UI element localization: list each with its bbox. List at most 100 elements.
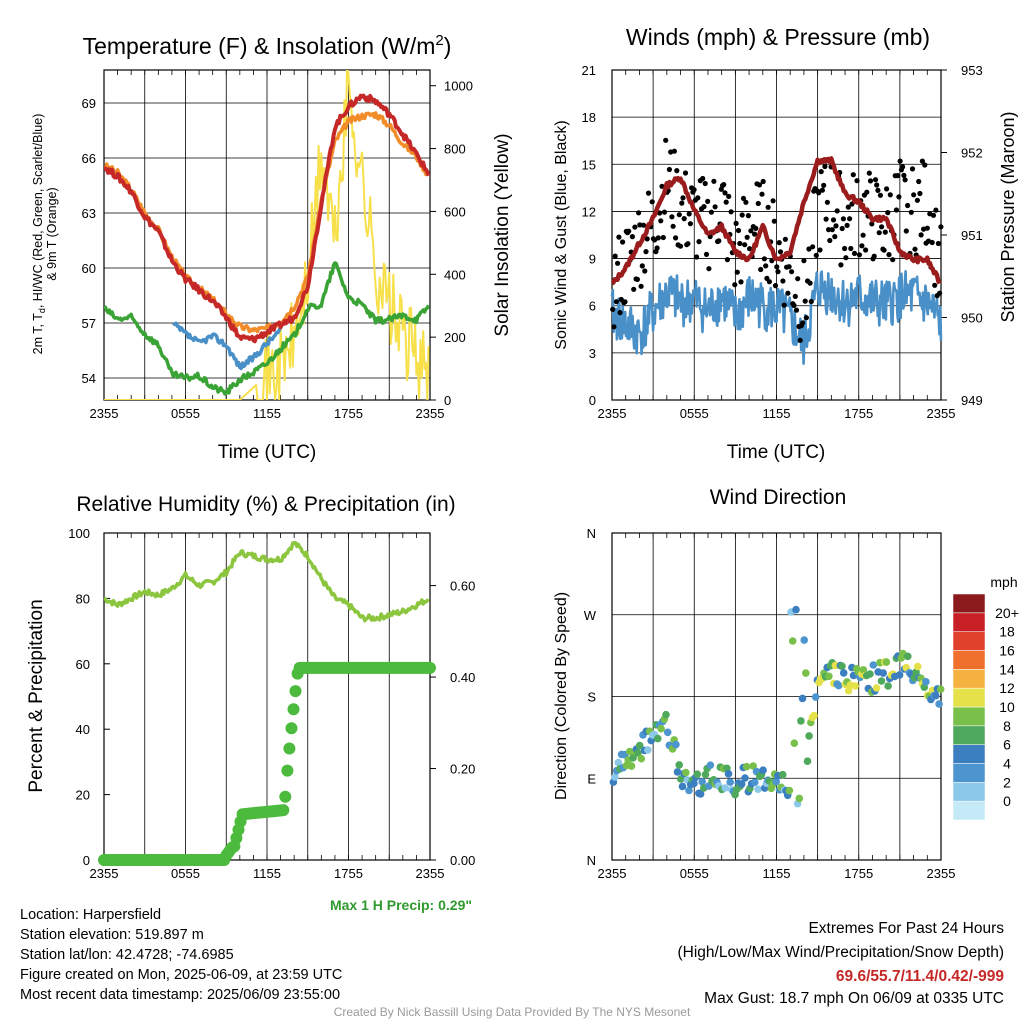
gust-dot: [895, 173, 901, 179]
temp-xtick-label: 2355: [90, 406, 119, 421]
gust-dot: [850, 172, 856, 178]
colorbar-label: 2: [1003, 774, 1011, 790]
colorbar-label: 6: [1003, 737, 1011, 753]
temp-xtick-label: 1755: [334, 406, 363, 421]
gust-dot: [823, 216, 829, 222]
direction-dot: [838, 662, 846, 670]
temp-xtick-label: 0555: [171, 406, 200, 421]
dir-ytick-label: W: [584, 608, 597, 623]
winds-xlabel: Time (UTC): [727, 442, 826, 463]
gust-dot: [882, 229, 888, 235]
gust-dot: [893, 207, 900, 213]
gust-dot: [911, 192, 917, 198]
recent-text: Most recent data timestamp: 2025/06/09 2…: [20, 987, 341, 1003]
gust-dot: [816, 190, 822, 196]
wind-direction-panel: Wind Direction Direction (Colored By Spe…: [553, 486, 1019, 881]
precip-dot: [424, 661, 436, 674]
gust-dot: [887, 192, 893, 198]
precip-ytick-label: 0.60: [450, 579, 475, 594]
gust-dot: [776, 240, 782, 246]
rh-xtick-label: 1155: [253, 866, 281, 881]
gust-dot: [929, 239, 935, 246]
dir-xtick-label: 1755: [844, 866, 873, 881]
direction-dot: [644, 746, 652, 754]
colorbar-label: 0: [1003, 793, 1011, 809]
direction-dot: [690, 779, 698, 788]
gust-dot: [716, 238, 722, 244]
direction-dot: [678, 782, 687, 791]
direction-dot: [701, 770, 710, 779]
wind-direction-title: Wind Direction: [710, 486, 847, 509]
direction-dot: [672, 740, 680, 749]
rh-ytick-label: 40: [76, 722, 90, 737]
temp-series-blue: [172, 321, 283, 371]
direction-dot: [751, 778, 759, 786]
direction-dot: [779, 770, 787, 779]
direction-dot: [839, 669, 848, 677]
gust-dot: [753, 225, 759, 231]
direction-dot: [788, 637, 797, 645]
winds-panel: Winds (mph) & Pressure (mb) Time (UTC) S…: [553, 24, 1018, 463]
humidity-panel: Relative Humidity (%) & Precipitation (i…: [26, 493, 475, 913]
location-text: Location: Harpersfield: [20, 907, 162, 923]
gust-dot: [793, 307, 800, 313]
gust-dot: [916, 178, 922, 185]
gust-dot: [712, 204, 718, 210]
gust-dot: [679, 200, 685, 206]
gust-dot: [617, 310, 623, 316]
precip-dot: [285, 722, 298, 735]
gust-dot: [833, 223, 839, 229]
direction-dot: [851, 682, 859, 690]
temp-ytick-label: 60: [82, 261, 96, 276]
direction-dot: [754, 785, 762, 793]
direction-dot: [869, 661, 878, 669]
direction-dot: [879, 669, 887, 677]
gust-dot: [728, 209, 734, 215]
gust-dot: [666, 166, 673, 173]
insolation-ytick-label: 0: [444, 393, 451, 408]
gust-dot: [738, 279, 744, 285]
gust-dot: [643, 249, 649, 255]
wind-direction-ylabel: Direction (Colored By Speed): [553, 592, 570, 800]
colorbar-swatch: [952, 612, 986, 632]
gust-dot: [938, 224, 944, 230]
gust-dot: [791, 302, 797, 308]
wind-xtick-label: 1755: [844, 406, 873, 421]
direction-dot: [657, 724, 665, 733]
colorbar-swatch: [952, 650, 986, 670]
gust-dot: [611, 324, 617, 330]
direction-dot: [797, 717, 805, 725]
dir-ytick-label: S: [587, 690, 596, 705]
rh-xtick-label: 2355: [90, 866, 119, 881]
gust-dot: [770, 198, 776, 204]
gust-dot: [786, 264, 792, 270]
gust-dot: [759, 191, 765, 197]
temp-ytick-label: 63: [82, 206, 96, 221]
winds-ylabel: Sonic Wind & Gust (Blue, Black): [553, 120, 570, 349]
gust-dot: [700, 175, 706, 182]
gust-dot: [612, 253, 618, 259]
rh-xtick-label: 0555: [171, 866, 200, 881]
gust-dot: [691, 187, 697, 193]
gust-dot: [620, 239, 626, 245]
wind-xtick-label: 1155: [763, 406, 791, 421]
dir-ytick-label: N: [587, 853, 596, 868]
gust-dot: [808, 298, 814, 305]
gust-dot: [745, 213, 752, 219]
wind-speed-line: [610, 270, 943, 365]
gust-dot: [654, 245, 660, 251]
gust-dot: [827, 237, 833, 244]
direction-dot: [802, 669, 810, 677]
direction-dot: [696, 790, 705, 798]
gust-dot: [801, 258, 807, 264]
direction-dot: [685, 786, 693, 795]
direction-dot: [811, 693, 820, 701]
colorbar-swatch: [952, 593, 986, 614]
gust-dot: [695, 195, 701, 201]
gust-dot: [756, 182, 763, 188]
gust-dot: [884, 186, 890, 192]
rh-ytick-label: 20: [76, 788, 90, 803]
gust-dot: [765, 204, 771, 210]
gust-dot: [724, 257, 731, 263]
temp-series-yellow: [104, 70, 430, 400]
